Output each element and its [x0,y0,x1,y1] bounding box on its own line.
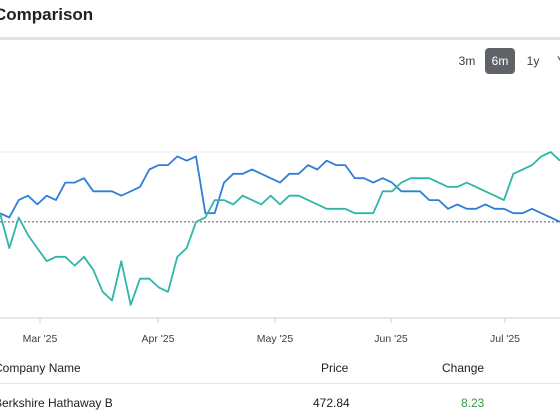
company-name: Berkshire Hathaway B [0,396,113,410]
table-row[interactable]: Berkshire Hathaway B 472.84 8.23 [0,388,560,418]
comparison-chart[interactable]: Mar '25 Apr '25 May '25 Jun '25 Jul '25 [0,0,560,350]
series-line-2 [0,151,560,306]
x-tick-label: Mar '25 [23,333,58,345]
page-title: Comparison [0,5,94,24]
range-ytd-button[interactable]: YTD [551,48,560,74]
x-tick-label: Jun '25 [374,333,408,345]
company-price: 472.84 [313,396,350,410]
x-tick-label: May '25 [257,333,294,345]
range-3m-button[interactable]: 3m [458,54,476,68]
x-tick-label: Jul '25 [490,333,520,345]
range-6m-button[interactable]: 6m [485,48,515,74]
column-header-name: Company Name [0,361,81,375]
company-change: 8.23 [461,396,485,410]
x-tick-label: Apr '25 [142,333,175,345]
column-header-price: Price [321,361,349,375]
table-header: Company Name Price Change [0,353,560,384]
column-header-change: Change [442,361,485,375]
range-1y-button[interactable]: 1y [526,54,540,68]
series-line-1 [0,155,560,223]
range-selector: 3m 6m 1y YTD [452,48,560,74]
title-divider [0,37,560,40]
